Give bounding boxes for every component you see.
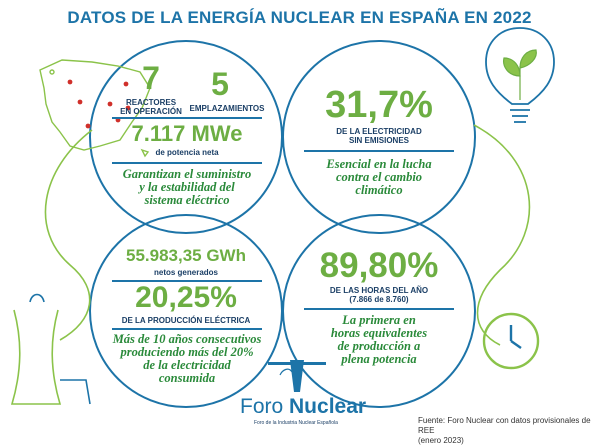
divider-line: [112, 162, 262, 164]
description-line: de producción a: [337, 339, 421, 353]
reactores-label-1: REACTORES: [125, 98, 177, 107]
produccion-label: DE LA PRODUCCIÓN ELÉCTRICA: [121, 316, 251, 325]
electricidad-label-1: DE LA ELECTRICIDAD: [336, 127, 422, 136]
source-line-1: Fuente: Foro Nuclear con datos provision…: [418, 416, 591, 435]
description-line: sistema eléctrico: [144, 193, 230, 207]
divider-line: [304, 150, 454, 152]
reactores-label-block: REACTORES EN OPERACIÓN: [116, 98, 186, 116]
electricidad-block: 31,7% DE LA ELECTRICIDAD SIN EMISIONES: [299, 86, 459, 145]
left-outer-curve: [44, 129, 93, 341]
light-bulb-plant-icon: [485, 27, 555, 123]
generacion-value: 55.983,35 GWh: [125, 246, 246, 265]
logo-name: Foro Nuclear: [240, 395, 366, 419]
divider-line: [304, 308, 454, 310]
description-line: y la estabilidad del: [139, 180, 235, 194]
produccion-value: 20,25%: [135, 281, 237, 314]
reactores-value-block: 7: [136, 62, 166, 94]
clock-icon: [482, 312, 540, 370]
horas-description: La primera en horas equivalentes de prod…: [304, 314, 454, 366]
emplazamientos-value-block: 5: [205, 68, 235, 100]
horas-block: 89,80% DE LAS HORAS DEL AÑO (7.866 de 8.…: [299, 248, 459, 304]
divider-line: [112, 328, 262, 330]
emplazamientos-value: 5: [211, 66, 229, 102]
description-line: contra el cambio: [335, 170, 423, 184]
circle-bottom-right: [282, 214, 476, 408]
description-line: de la electricidad: [143, 358, 231, 372]
divider-line: [112, 117, 262, 119]
circle-top-right: [282, 40, 476, 234]
description-line: Más de 10 años consecutivos: [112, 332, 262, 346]
description-line: Garantizan el suministro: [122, 167, 252, 181]
potencia-block: 7.117 MWe de potencia neta: [112, 121, 262, 158]
emplazamientos-label: EMPLAZAMIENTOS: [189, 104, 265, 113]
potencia-value: 7.117 MWe: [131, 121, 243, 146]
horas-label-2: (7.866 de 8.760): [349, 295, 409, 304]
spain-map-icon: [39, 59, 151, 158]
electricidad-value: 31,7%: [325, 84, 433, 126]
source-note: Fuente: Foro Nuclear con datos provision…: [418, 416, 599, 446]
description-line: produciendo más del 20%: [120, 345, 254, 359]
plant-sprout-icon: [503, 49, 537, 100]
page-title: DATOS DE LA ENERGÍA NUCLEAR EN ESPAÑA EN…: [67, 8, 532, 27]
potencia-description: Garantizan el suministro y la estabilida…: [112, 168, 262, 207]
produccion-description: Más de 10 años consecutivos produciendo …: [98, 333, 276, 385]
generacion-block: 55.983,35 GWh netos generados: [106, 247, 266, 277]
logo-name-light: Foro: [240, 395, 290, 418]
reactores-value: 7: [142, 60, 160, 96]
foro-nuclear-logo-mark: [268, 360, 326, 392]
description-line: Esencial en la lucha: [326, 157, 432, 171]
description-line: horas equivalentes: [330, 326, 428, 340]
description-line: plena potencia: [341, 352, 417, 366]
description-line: consumida: [158, 371, 216, 385]
produccion-block: 20,25% DE LA PRODUCCIÓN ELÉCTRICA: [106, 281, 266, 326]
emplazamientos-label-block: EMPLAZAMIENTOS: [182, 104, 272, 113]
right-outer-curve: [473, 124, 531, 346]
reactores-label-2: EN OPERACIÓN: [120, 107, 182, 116]
description-line: La primera en: [342, 313, 416, 327]
description-line: climático: [355, 183, 403, 197]
cooling-tower-icon: [10, 293, 91, 405]
electricidad-description: Esencial en la lucha contra el cambio cl…: [304, 158, 454, 197]
divider-line: [112, 280, 262, 282]
electricidad-label-2: SIN EMISIONES: [348, 136, 409, 145]
potencia-label: de potencia neta: [155, 148, 219, 157]
horas-value: 89,80%: [319, 246, 439, 285]
horas-label-1: DE LAS HORAS DEL AÑO: [329, 286, 429, 295]
logo-name-bold: Nuclear: [289, 395, 367, 418]
source-line-2: (enero 2023): [418, 436, 464, 445]
map-marker-icons: [67, 79, 131, 129]
logo-tagline: Foro de la Industria Nuclear Española: [254, 420, 338, 426]
generacion-label: netos generados: [153, 268, 218, 277]
